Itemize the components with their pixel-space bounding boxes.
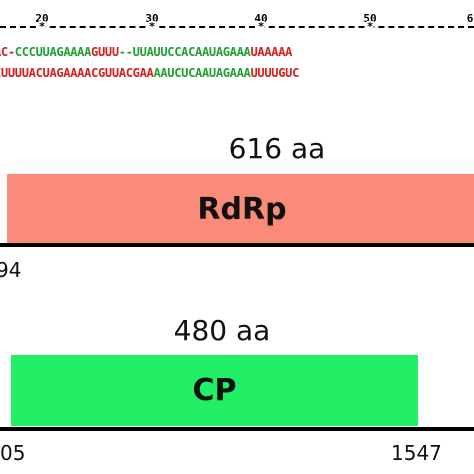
seq-segment: CACAAUAGAAA (174, 45, 251, 59)
seq-segment: AAAAA (257, 45, 293, 59)
cp-gene-box: CP (11, 355, 418, 426)
sequence-ruler: 20 30 40 50 6 * * * * (0, 12, 474, 32)
cp-axis-line (0, 427, 474, 431)
cp-gene-name: CP (192, 373, 237, 408)
alignment-row-1: AC-CCCUUAGAAAAGUUU--UUAUUCCACAAUAGAAAUAA… (0, 45, 292, 59)
seq-segment: GUUU (91, 45, 119, 59)
ruler-dashed-line (0, 26, 474, 28)
cp-start-position: 05 (0, 441, 26, 465)
cp-end-position: 1547 (391, 441, 442, 465)
seq-segment: CCCUUAGAAAA (14, 45, 92, 59)
alignment-row-2: CUUUUACUAGAAAACGUUACGAAAAUCUCAAUAGAAAUUU… (0, 66, 299, 80)
seq-segment: --UUAUUC (118, 45, 175, 59)
seq-segment: UUUUGUC (250, 66, 300, 80)
seq-segment: U (250, 45, 258, 59)
rdrp-length-label: 616 aa (228, 132, 326, 165)
seq-segment: AAUCUCAAUAGAAA (153, 66, 251, 80)
rdrp-gene-box: RdRp (7, 174, 474, 244)
seq-segment: CGUUACGAA (91, 66, 154, 80)
ruler-tick-mark: * (148, 20, 156, 33)
rdrp-gene-name: RdRp (197, 191, 287, 227)
cp-length-label: 480 aa (173, 314, 271, 347)
rdrp-start-position: 94 (0, 258, 22, 282)
seq-segment: CUUUUACUAGAAAA (0, 66, 92, 80)
rdrp-axis-line (0, 243, 474, 247)
ruler-tick-mark: * (257, 20, 265, 33)
ruler-tick-label: 6 (466, 12, 474, 25)
ruler-tick-mark: * (38, 20, 46, 33)
seq-segment: AC- (0, 45, 15, 59)
ruler-tick-mark: * (366, 20, 374, 33)
